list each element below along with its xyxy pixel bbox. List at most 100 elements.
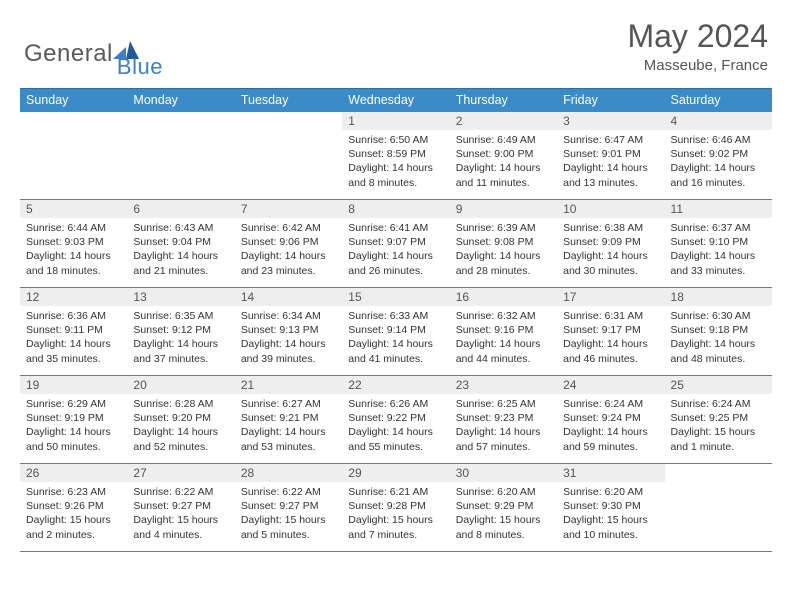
- page-header: General Blue May 2024 Masseube, France: [20, 18, 772, 80]
- calendar-cell: 27Sunrise: 6:22 AMSunset: 9:27 PMDayligh…: [127, 464, 234, 552]
- calendar-cell: 19Sunrise: 6:29 AMSunset: 9:19 PMDayligh…: [20, 376, 127, 464]
- day-number: 22: [342, 376, 449, 394]
- calendar-cell: 7Sunrise: 6:42 AMSunset: 9:06 PMDaylight…: [235, 200, 342, 288]
- day-number: 16: [450, 288, 557, 306]
- day-details: Sunrise: 6:20 AMSunset: 9:30 PMDaylight:…: [557, 482, 664, 546]
- calendar-cell: 25Sunrise: 6:24 AMSunset: 9:25 PMDayligh…: [665, 376, 772, 464]
- day-number: 18: [665, 288, 772, 306]
- day-number: 2: [450, 112, 557, 130]
- day-details: Sunrise: 6:44 AMSunset: 9:03 PMDaylight:…: [20, 218, 127, 282]
- calendar-cell: 21Sunrise: 6:27 AMSunset: 9:21 PMDayligh…: [235, 376, 342, 464]
- day-number: 29: [342, 464, 449, 482]
- day-number: 10: [557, 200, 664, 218]
- calendar-cell: 1Sunrise: 6:50 AMSunset: 8:59 PMDaylight…: [342, 112, 449, 200]
- day-number: 23: [450, 376, 557, 394]
- day-number: 17: [557, 288, 664, 306]
- calendar-cell: 17Sunrise: 6:31 AMSunset: 9:17 PMDayligh…: [557, 288, 664, 376]
- day-number: 20: [127, 376, 234, 394]
- brand-name-1: General: [24, 40, 113, 68]
- calendar-cell: 10Sunrise: 6:38 AMSunset: 9:09 PMDayligh…: [557, 200, 664, 288]
- day-details: Sunrise: 6:43 AMSunset: 9:04 PMDaylight:…: [127, 218, 234, 282]
- calendar-cell: 2Sunrise: 6:49 AMSunset: 9:00 PMDaylight…: [450, 112, 557, 200]
- day-number: 5: [20, 200, 127, 218]
- calendar-cell: 5Sunrise: 6:44 AMSunset: 9:03 PMDaylight…: [20, 200, 127, 288]
- day-details: Sunrise: 6:20 AMSunset: 9:29 PMDaylight:…: [450, 482, 557, 546]
- day-number: 12: [20, 288, 127, 306]
- calendar-cell: 6Sunrise: 6:43 AMSunset: 9:04 PMDaylight…: [127, 200, 234, 288]
- day-number: 6: [127, 200, 234, 218]
- calendar-cell: 15Sunrise: 6:33 AMSunset: 9:14 PMDayligh…: [342, 288, 449, 376]
- day-number: 4: [665, 112, 772, 130]
- weekday-header: Thursday: [450, 89, 557, 112]
- weekday-header: Friday: [557, 89, 664, 112]
- weekday-header-row: Sunday Monday Tuesday Wednesday Thursday…: [20, 89, 772, 112]
- day-details: Sunrise: 6:24 AMSunset: 9:24 PMDaylight:…: [557, 394, 664, 458]
- calendar-cell: 20Sunrise: 6:28 AMSunset: 9:20 PMDayligh…: [127, 376, 234, 464]
- day-number: 14: [235, 288, 342, 306]
- day-number: 9: [450, 200, 557, 218]
- day-number: 31: [557, 464, 664, 482]
- calendar-cell: 9Sunrise: 6:39 AMSunset: 9:08 PMDaylight…: [450, 200, 557, 288]
- day-details: Sunrise: 6:30 AMSunset: 9:18 PMDaylight:…: [665, 306, 772, 370]
- day-details: Sunrise: 6:23 AMSunset: 9:26 PMDaylight:…: [20, 482, 127, 546]
- day-details: Sunrise: 6:47 AMSunset: 9:01 PMDaylight:…: [557, 130, 664, 194]
- weekday-header: Sunday: [20, 89, 127, 112]
- calendar-body: 1Sunrise: 6:50 AMSunset: 8:59 PMDaylight…: [20, 112, 772, 552]
- day-details: Sunrise: 6:27 AMSunset: 9:21 PMDaylight:…: [235, 394, 342, 458]
- calendar-table: Sunday Monday Tuesday Wednesday Thursday…: [20, 88, 772, 552]
- day-details: Sunrise: 6:32 AMSunset: 9:16 PMDaylight:…: [450, 306, 557, 370]
- calendar-cell: 12Sunrise: 6:36 AMSunset: 9:11 PMDayligh…: [20, 288, 127, 376]
- day-details: Sunrise: 6:21 AMSunset: 9:28 PMDaylight:…: [342, 482, 449, 546]
- day-number: 24: [557, 376, 664, 394]
- calendar-cell: [235, 112, 342, 200]
- calendar-cell: 8Sunrise: 6:41 AMSunset: 9:07 PMDaylight…: [342, 200, 449, 288]
- day-details: Sunrise: 6:46 AMSunset: 9:02 PMDaylight:…: [665, 130, 772, 194]
- calendar-row: 5Sunrise: 6:44 AMSunset: 9:03 PMDaylight…: [20, 200, 772, 288]
- day-details: Sunrise: 6:28 AMSunset: 9:20 PMDaylight:…: [127, 394, 234, 458]
- day-details: Sunrise: 6:42 AMSunset: 9:06 PMDaylight:…: [235, 218, 342, 282]
- calendar-cell: 28Sunrise: 6:22 AMSunset: 9:27 PMDayligh…: [235, 464, 342, 552]
- day-details: Sunrise: 6:22 AMSunset: 9:27 PMDaylight:…: [127, 482, 234, 546]
- calendar-cell: [127, 112, 234, 200]
- calendar-cell: 4Sunrise: 6:46 AMSunset: 9:02 PMDaylight…: [665, 112, 772, 200]
- day-details: Sunrise: 6:50 AMSunset: 8:59 PMDaylight:…: [342, 130, 449, 194]
- calendar-cell: 31Sunrise: 6:20 AMSunset: 9:30 PMDayligh…: [557, 464, 664, 552]
- calendar-row: 26Sunrise: 6:23 AMSunset: 9:26 PMDayligh…: [20, 464, 772, 552]
- day-number: 8: [342, 200, 449, 218]
- day-details: Sunrise: 6:33 AMSunset: 9:14 PMDaylight:…: [342, 306, 449, 370]
- day-number: 3: [557, 112, 664, 130]
- calendar-cell: 14Sunrise: 6:34 AMSunset: 9:13 PMDayligh…: [235, 288, 342, 376]
- day-details: Sunrise: 6:38 AMSunset: 9:09 PMDaylight:…: [557, 218, 664, 282]
- brand-logo: General Blue: [24, 28, 163, 80]
- day-details: Sunrise: 6:36 AMSunset: 9:11 PMDaylight:…: [20, 306, 127, 370]
- day-details: Sunrise: 6:34 AMSunset: 9:13 PMDaylight:…: [235, 306, 342, 370]
- calendar-cell: 30Sunrise: 6:20 AMSunset: 9:29 PMDayligh…: [450, 464, 557, 552]
- day-details: Sunrise: 6:24 AMSunset: 9:25 PMDaylight:…: [665, 394, 772, 458]
- day-details: Sunrise: 6:29 AMSunset: 9:19 PMDaylight:…: [20, 394, 127, 458]
- day-details: Sunrise: 6:49 AMSunset: 9:00 PMDaylight:…: [450, 130, 557, 194]
- day-number: 7: [235, 200, 342, 218]
- month-title: May 2024: [627, 18, 768, 55]
- day-number: 26: [20, 464, 127, 482]
- calendar-row: 19Sunrise: 6:29 AMSunset: 9:19 PMDayligh…: [20, 376, 772, 464]
- day-details: Sunrise: 6:31 AMSunset: 9:17 PMDaylight:…: [557, 306, 664, 370]
- calendar-cell: 24Sunrise: 6:24 AMSunset: 9:24 PMDayligh…: [557, 376, 664, 464]
- location: Masseube, France: [627, 57, 768, 74]
- calendar-cell: 3Sunrise: 6:47 AMSunset: 9:01 PMDaylight…: [557, 112, 664, 200]
- day-number: 13: [127, 288, 234, 306]
- weekday-header: Saturday: [665, 89, 772, 112]
- calendar-cell: 18Sunrise: 6:30 AMSunset: 9:18 PMDayligh…: [665, 288, 772, 376]
- calendar-cell: 23Sunrise: 6:25 AMSunset: 9:23 PMDayligh…: [450, 376, 557, 464]
- day-number: 25: [665, 376, 772, 394]
- day-number: 27: [127, 464, 234, 482]
- day-details: Sunrise: 6:26 AMSunset: 9:22 PMDaylight:…: [342, 394, 449, 458]
- calendar-cell: [20, 112, 127, 200]
- day-number: 11: [665, 200, 772, 218]
- calendar-cell: 26Sunrise: 6:23 AMSunset: 9:26 PMDayligh…: [20, 464, 127, 552]
- calendar-cell: [665, 464, 772, 552]
- calendar-cell: 11Sunrise: 6:37 AMSunset: 9:10 PMDayligh…: [665, 200, 772, 288]
- title-block: May 2024 Masseube, France: [627, 18, 768, 74]
- weekday-header: Tuesday: [235, 89, 342, 112]
- brand-name-2: Blue: [117, 54, 163, 80]
- calendar-cell: 13Sunrise: 6:35 AMSunset: 9:12 PMDayligh…: [127, 288, 234, 376]
